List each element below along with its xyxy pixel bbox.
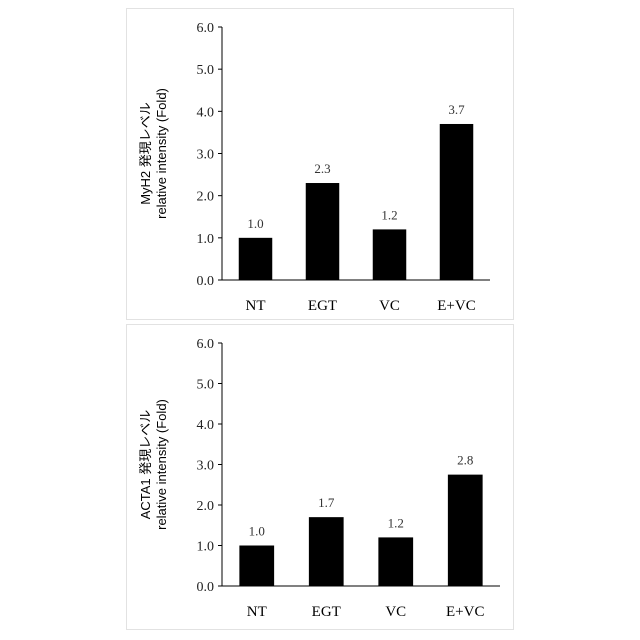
myh2-data-label: 3.7 [448, 102, 465, 117]
acta1-y-tick-label: 5.0 [197, 378, 215, 393]
acta1-category-label: NT [247, 604, 267, 620]
myh2-category-label: E+VC [437, 298, 475, 314]
myh2-y-tick-label: 3.0 [197, 148, 215, 163]
acta1-bar [239, 546, 274, 587]
myh2-category-label: NT [246, 298, 266, 314]
acta1-y-axis-subtitle: relative intensity (Fold) [154, 399, 169, 530]
myh2-y-tick-label: 2.0 [197, 190, 215, 205]
myh2-category-label: VC [379, 298, 400, 314]
acta1-category-label: E+VC [446, 604, 484, 620]
acta1-y-tick-label: 1.0 [197, 540, 215, 555]
acta1-data-label: 1.0 [249, 524, 265, 539]
myh2-y-tick-label: 1.0 [197, 232, 215, 247]
myh2-bar [239, 238, 273, 280]
myh2-y-axis-subtitle: relative intensity (Fold) [154, 88, 169, 219]
acta1-bar [448, 475, 483, 586]
acta1-data-label: 1.7 [318, 495, 335, 510]
myh2-y-tick-label: 5.0 [197, 63, 215, 78]
acta1-data-label: 2.8 [457, 453, 473, 468]
myh2-data-label: 2.3 [314, 161, 330, 176]
myh2-y-tick-label: 6.0 [197, 21, 215, 36]
acta1-y-axis-title: ACTA1 発現レベル [138, 410, 153, 520]
myh2-category-label: EGT [308, 298, 337, 314]
acta1-y-tick-label: 0.0 [197, 580, 215, 595]
acta1-data-label: 1.2 [388, 515, 404, 530]
acta1-category-label: VC [385, 604, 406, 620]
acta1-category-label: EGT [312, 604, 341, 620]
myh2-y-axis-title: MyH2 発現レベル [138, 102, 153, 205]
myh2-y-tick-label: 4.0 [197, 105, 215, 120]
myh2-bar [373, 229, 407, 280]
acta1-y-tick-label: 6.0 [197, 337, 215, 352]
myh2-data-label: 1.2 [381, 207, 397, 222]
acta1-bar [378, 537, 413, 586]
acta1-y-tick-label: 3.0 [197, 459, 215, 474]
myh2-bar [306, 183, 340, 280]
acta1-y-tick-label: 2.0 [197, 499, 215, 514]
myh2-y-tick-label: 0.0 [197, 274, 215, 289]
acta1-bar [309, 517, 344, 586]
acta1-y-tick-label: 4.0 [197, 418, 215, 433]
myh2-bar [440, 124, 474, 280]
myh2-data-label: 1.0 [247, 216, 263, 231]
